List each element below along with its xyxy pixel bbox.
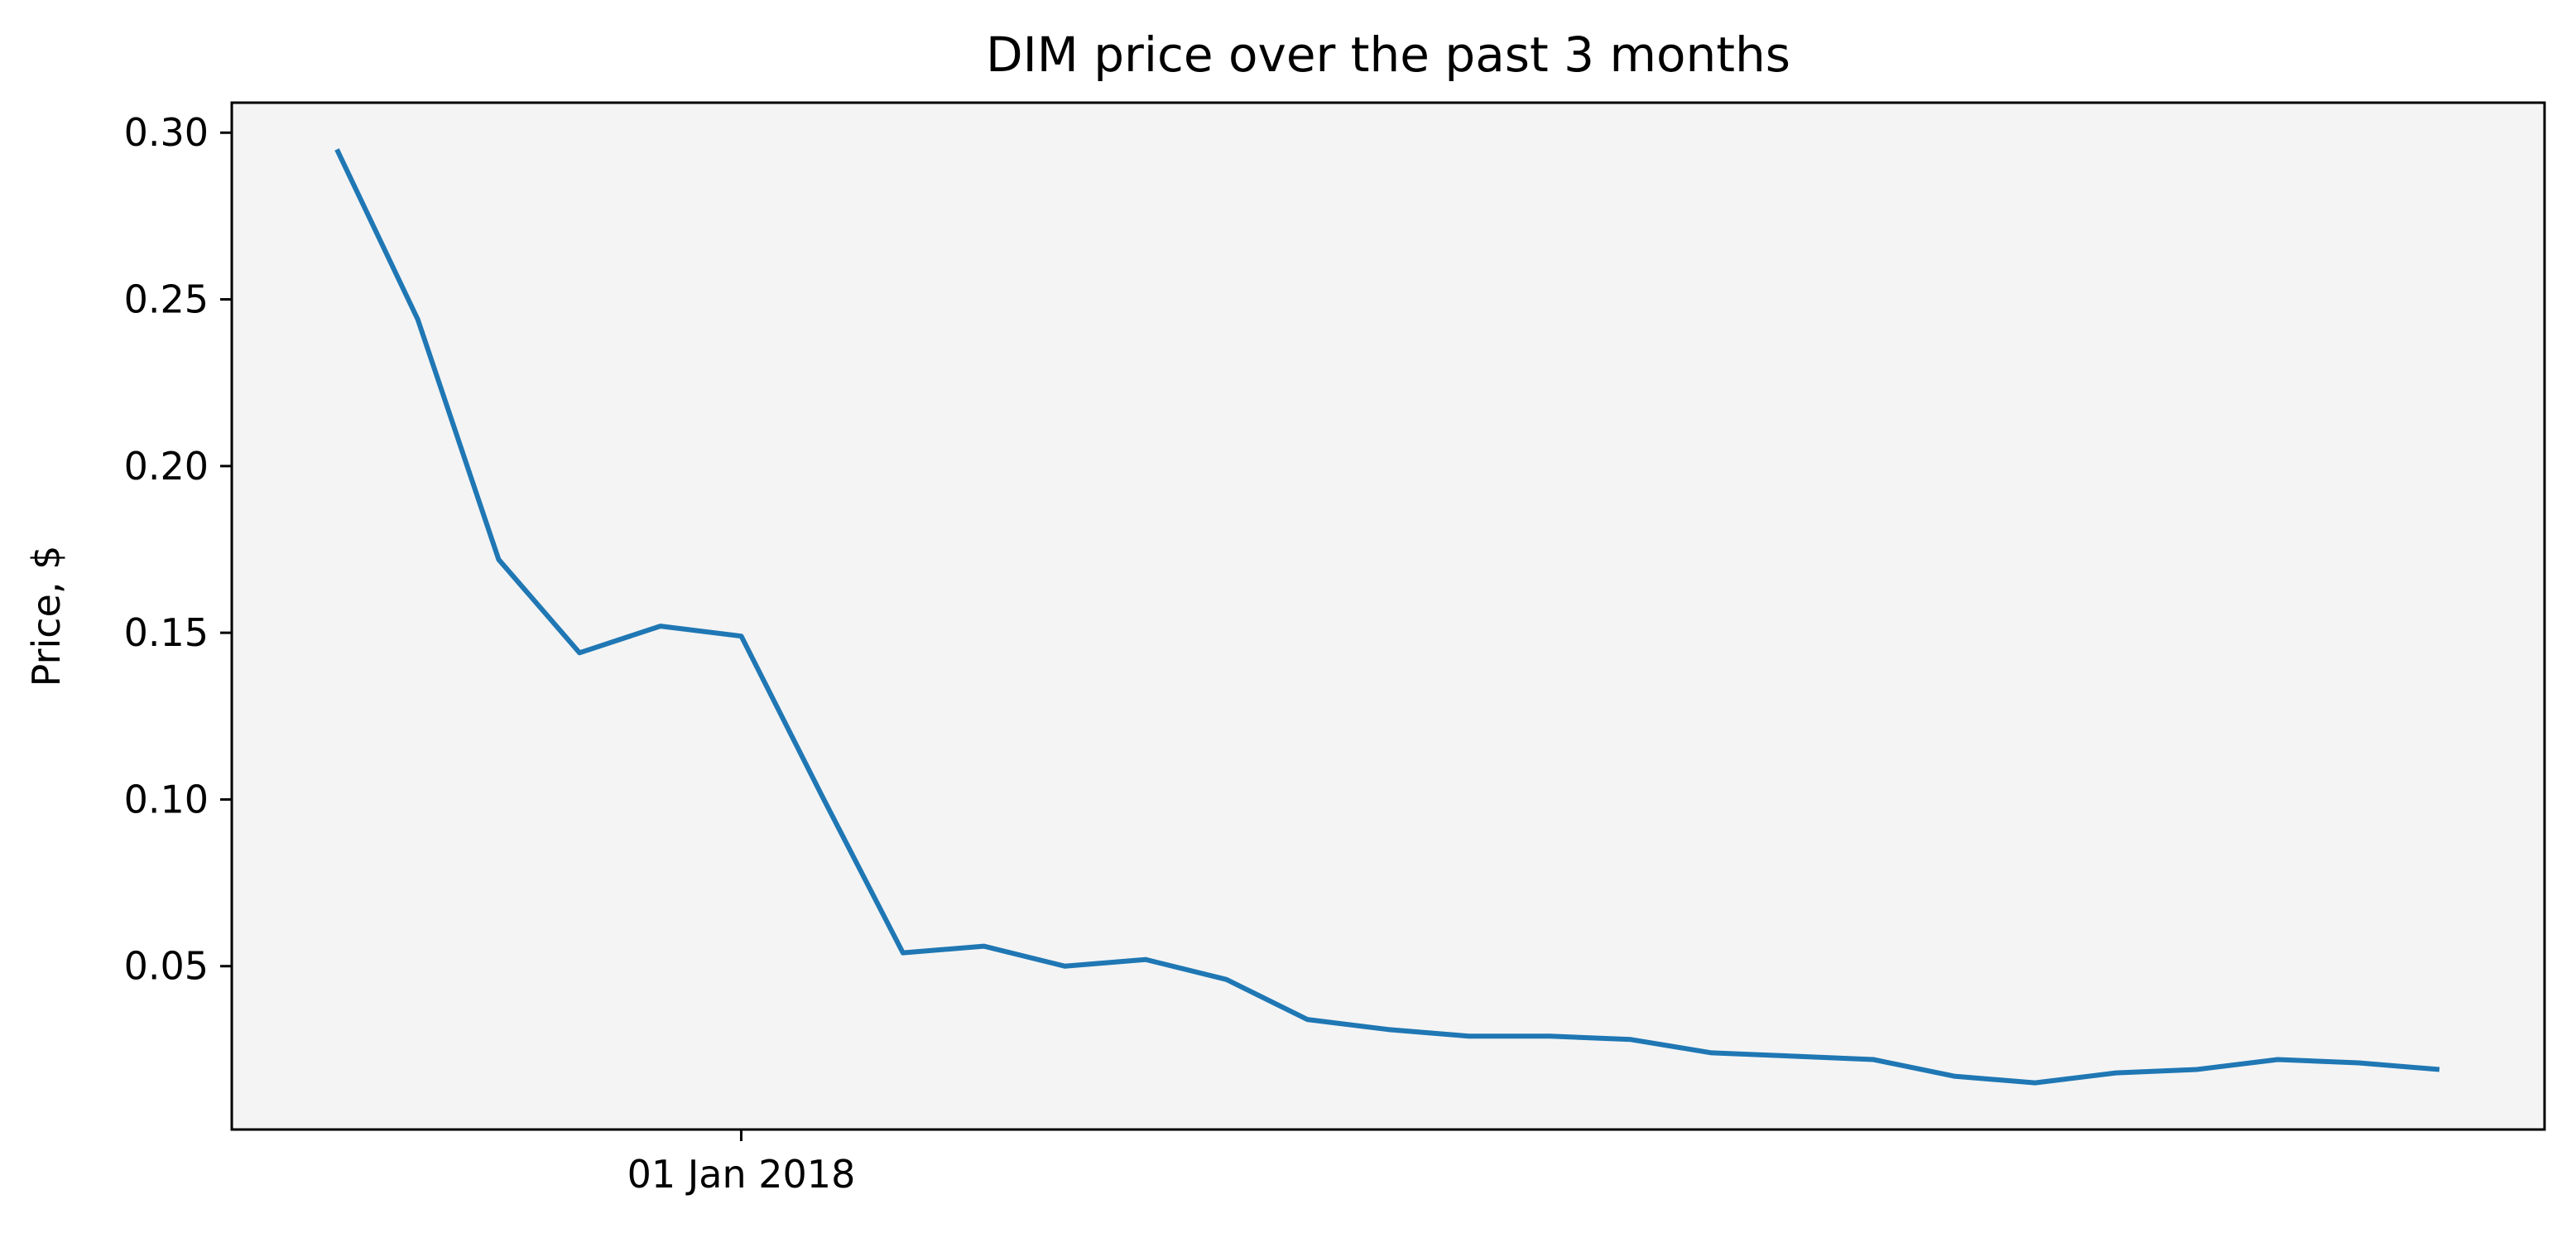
plot-frame: [230, 101, 2546, 1131]
y-tick-label: 0.05: [124, 944, 209, 989]
chart-title: DIM price over the past 3 months: [986, 26, 1790, 83]
series-layer: [334, 148, 2440, 1086]
x-axis: 01 Jan 2018: [627, 1130, 856, 1197]
y-tick-label: 0.25: [124, 277, 209, 322]
x-tick-label: 01 Jan 2018: [627, 1152, 856, 1197]
y-tick-label: 0.10: [124, 777, 209, 821]
y-tick-label: 0.20: [124, 444, 209, 489]
y-axis: 0.05 0.10 0.15 0.20 0.25 0.30: [124, 110, 232, 989]
y-tick-label: 0.15: [124, 610, 209, 655]
series-line-0: [334, 148, 2440, 1086]
plot-area: [232, 103, 2545, 1130]
y-tick-label: 0.30: [124, 110, 209, 155]
y-axis-label: Price, $: [24, 546, 69, 687]
